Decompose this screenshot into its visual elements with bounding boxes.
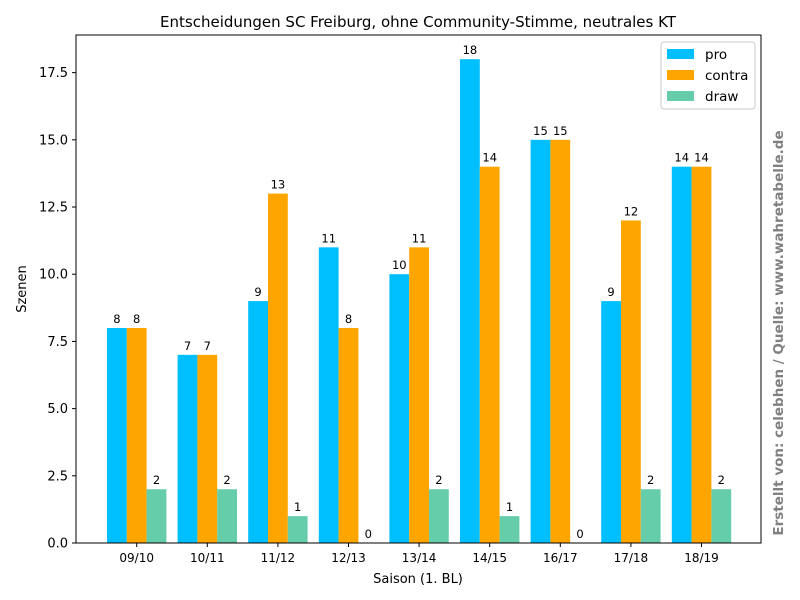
data-label-pro-10-11: 7 <box>184 339 191 353</box>
bar-contra-17-18 <box>621 220 641 543</box>
legend-label-contra: contra <box>705 68 748 84</box>
x-tick-label-09-10: 09/10 <box>119 551 154 565</box>
x-tick-label-12-13: 12/13 <box>331 551 366 565</box>
data-label-pro-14-15: 18 <box>463 43 478 57</box>
x-tick-label-10-11: 10/11 <box>190 551 225 565</box>
bar-pro-14-15 <box>460 59 480 543</box>
bar-pro-13-14 <box>389 274 410 543</box>
bar-draw-17-18 <box>640 489 661 543</box>
bar-contra-12-13 <box>338 327 359 543</box>
bar-contra-14-15 <box>479 166 500 543</box>
data-label-contra-11-12: 13 <box>271 178 286 192</box>
chart-title: Entscheidungen SC Freiburg, ohne Communi… <box>160 13 677 31</box>
data-label-draw-13-14: 2 <box>435 473 442 487</box>
legend: pro contra draw <box>660 41 756 110</box>
legend-label-pro: pro <box>705 47 727 63</box>
bar-pro-18-19 <box>671 166 692 543</box>
bar-contra-16-17 <box>550 139 571 543</box>
bar-pro-17-18 <box>601 301 621 543</box>
bar-pro-09-10 <box>107 327 127 543</box>
y-tick-label: 7.5 <box>47 335 68 350</box>
data-label-pro-12-13: 11 <box>321 231 336 245</box>
data-label-pro-09-10: 8 <box>113 312 120 326</box>
data-label-contra-17-18: 12 <box>624 204 639 218</box>
bar-draw-13-14 <box>429 489 449 543</box>
legend-swatch-pro <box>667 49 694 59</box>
plot-frame <box>75 34 762 544</box>
data-label-pro-11-12: 9 <box>254 285 261 299</box>
data-label-contra-16-17: 15 <box>553 124 568 138</box>
bar-contra-18-19 <box>691 166 712 543</box>
legend-swatch-draw <box>667 91 694 101</box>
data-label-pro-17-18: 9 <box>607 285 614 299</box>
bar-pro-11-12 <box>248 301 268 543</box>
x-tick-label-18-19: 18/19 <box>684 551 719 565</box>
data-label-contra-18-19: 14 <box>694 151 709 165</box>
x-tick-label-16-17: 16/17 <box>543 551 578 565</box>
bar-contra-09-10 <box>126 327 147 543</box>
x-tick-label-11-12: 11/12 <box>261 551 296 565</box>
data-label-contra-09-10: 8 <box>133 312 140 326</box>
bar-contra-10-11 <box>197 354 218 543</box>
bar-draw-11-12 <box>287 516 308 543</box>
bar-pro-10-11 <box>177 354 198 543</box>
data-label-contra-13-14: 11 <box>412 231 427 245</box>
legend-label-draw: draw <box>705 89 738 105</box>
data-label-pro-18-19: 14 <box>674 151 689 165</box>
y-tick-label: 17.5 <box>39 66 68 81</box>
y-tick-label: 0.0 <box>47 537 68 552</box>
bar-contra-11-12 <box>268 193 288 543</box>
data-label-draw-18-19: 2 <box>718 473 725 487</box>
bar-draw-09-10 <box>146 489 167 543</box>
y-tick-label: 5.0 <box>47 402 68 417</box>
data-label-draw-16-17: 0 <box>576 527 583 541</box>
y-tick-label: 12.5 <box>39 201 68 216</box>
x-tick-label-14-15: 14/15 <box>472 551 507 565</box>
data-label-draw-12-13: 0 <box>365 527 372 541</box>
y-tick-label: 15.0 <box>39 133 68 148</box>
bar-pro-12-13 <box>318 247 339 543</box>
bar-draw-10-11 <box>217 489 237 543</box>
legend-swatch-contra <box>667 70 694 80</box>
data-label-draw-17-18: 2 <box>647 473 654 487</box>
data-label-contra-14-15: 14 <box>482 151 497 165</box>
data-label-draw-14-15: 1 <box>506 500 513 514</box>
bar-draw-18-19 <box>711 489 732 543</box>
data-label-draw-11-12: 1 <box>294 500 301 514</box>
x-tick-label-13-14: 13/14 <box>402 551 437 565</box>
bar-contra-13-14 <box>409 247 429 543</box>
data-label-contra-12-13: 8 <box>345 312 352 326</box>
x-tick-label-17-18: 17/18 <box>614 551 649 565</box>
y-tick-label: 10.0 <box>39 268 68 283</box>
data-label-pro-13-14: 10 <box>392 258 407 272</box>
bar-pro-16-17 <box>530 139 551 543</box>
source-credit: Erstellt von: celebhen / Quelle: www.wah… <box>771 130 787 535</box>
y-axis-label: Szenen <box>15 265 30 313</box>
data-label-pro-16-17: 15 <box>533 124 548 138</box>
data-label-draw-09-10: 2 <box>153 473 160 487</box>
data-label-contra-10-11: 7 <box>204 339 211 353</box>
data-label-draw-10-11: 2 <box>223 473 230 487</box>
bar-draw-14-15 <box>499 516 520 543</box>
x-axis-label: Saison (1. BL) <box>373 572 463 587</box>
y-tick-label: 2.5 <box>47 469 68 484</box>
